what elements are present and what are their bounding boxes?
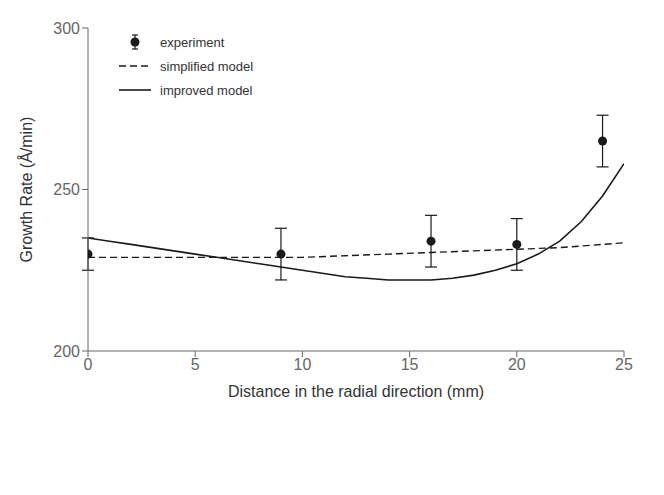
svg-text:200: 200: [53, 343, 80, 360]
html-text:experiment: experiment: [160, 34, 225, 50]
svg-text:20: 20: [508, 356, 526, 373]
svg-text:300: 300: [53, 20, 80, 37]
svg-text:15: 15: [401, 356, 419, 373]
html-text:improved model: improved model: [160, 82, 253, 98]
svg-text:Growth Rate (Å/min): Growth Rate (Å/min): [17, 117, 35, 263]
svg-text:5: 5: [191, 356, 200, 373]
svg-text:250: 250: [53, 181, 80, 198]
svg-text:Distance in the radial directi: Distance in the radial direction (mm): [228, 383, 484, 400]
svg-text:25: 25: [615, 356, 633, 373]
svg-text:10: 10: [294, 356, 312, 373]
html-text:simplified model: simplified model: [160, 58, 254, 74]
svg-text:0: 0: [84, 356, 93, 373]
